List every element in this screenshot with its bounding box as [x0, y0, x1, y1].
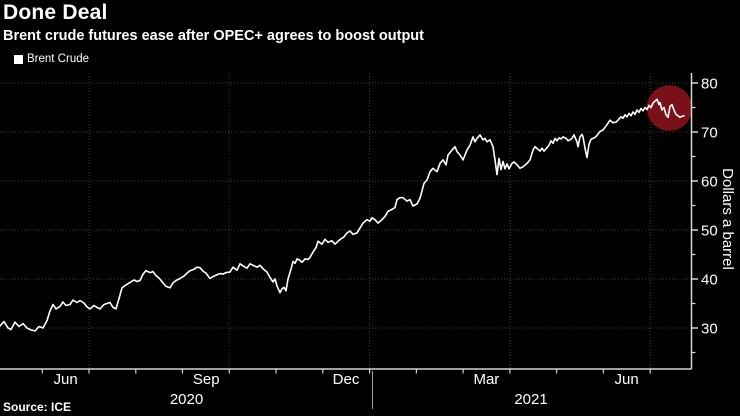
source-credit: Source: ICE: [3, 400, 72, 414]
x-month-label: Jun: [54, 371, 78, 388]
y-tick-label: 40: [701, 272, 718, 289]
legend: Brent Crude: [14, 53, 90, 65]
y-tick-label: 50: [701, 223, 718, 240]
y-tick-label: 30: [701, 321, 718, 338]
x-month-label: Mar: [473, 371, 499, 388]
legend-label: Brent Crude: [27, 53, 90, 65]
axis-lines: [0, 73, 693, 370]
y-axis-title: Dollars a barrel: [719, 168, 736, 270]
brent-price-line: [0, 98, 685, 332]
x-year-label: 2021: [514, 391, 547, 408]
chart-subtitle: Brent crude futures ease after OPEC+ agr…: [3, 28, 424, 44]
x-month-label: Sep: [193, 371, 220, 388]
legend-swatch-icon: [14, 55, 23, 64]
y-tick-label: 80: [701, 76, 718, 93]
x-month-label: Jun: [615, 371, 639, 388]
gridlines: [0, 73, 692, 369]
x-month-label: Dec: [333, 371, 360, 388]
x-year-label: 2020: [170, 391, 203, 408]
y-tick-label: 70: [701, 125, 718, 142]
y-tick-label: 60: [701, 174, 718, 191]
chart-title: Done Deal: [3, 1, 108, 24]
